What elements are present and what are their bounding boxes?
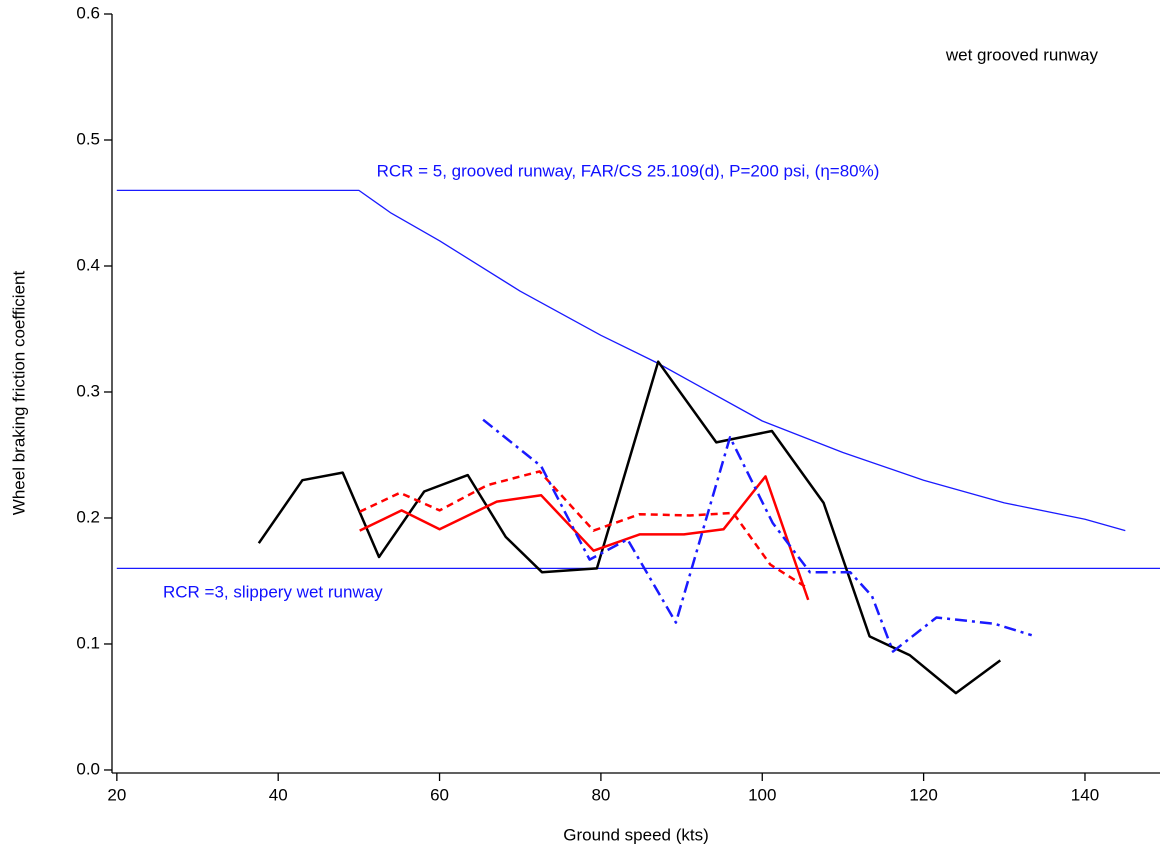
x-tick-label: 60 xyxy=(430,785,449,804)
series-line xyxy=(359,475,810,601)
series-line xyxy=(359,470,809,590)
x-tick-label: 120 xyxy=(909,785,937,804)
y-tick-label: 0.1 xyxy=(76,633,100,652)
x-tick-label: 80 xyxy=(591,785,610,804)
annotation: RCR = 5, grooved runway, FAR/CS 25.109(d… xyxy=(377,161,880,180)
y-axis-label: Wheel braking friction coefficient xyxy=(9,271,28,516)
x-tick-label: 100 xyxy=(748,785,776,804)
x-tick-label: 40 xyxy=(269,785,288,804)
y-tick-label: 0.0 xyxy=(76,759,100,778)
series-line xyxy=(482,418,1033,653)
y-tick-label: 0.2 xyxy=(76,507,100,526)
x-tick-label: 20 xyxy=(107,785,126,804)
y-tick-label: 0.5 xyxy=(76,129,100,148)
y-tick-label: 0.4 xyxy=(76,255,100,274)
annotation: RCR =3, slippery wet runway xyxy=(163,582,383,601)
series-line xyxy=(257,360,1002,695)
y-tick-label: 0.6 xyxy=(76,3,100,22)
series-line xyxy=(116,189,1126,532)
x-tick-label: 140 xyxy=(1071,785,1099,804)
y-tick-label: 0.3 xyxy=(76,381,100,400)
annotation: wet grooved runway xyxy=(945,45,1099,64)
x-axis-label: Ground speed (kts) xyxy=(563,825,709,844)
